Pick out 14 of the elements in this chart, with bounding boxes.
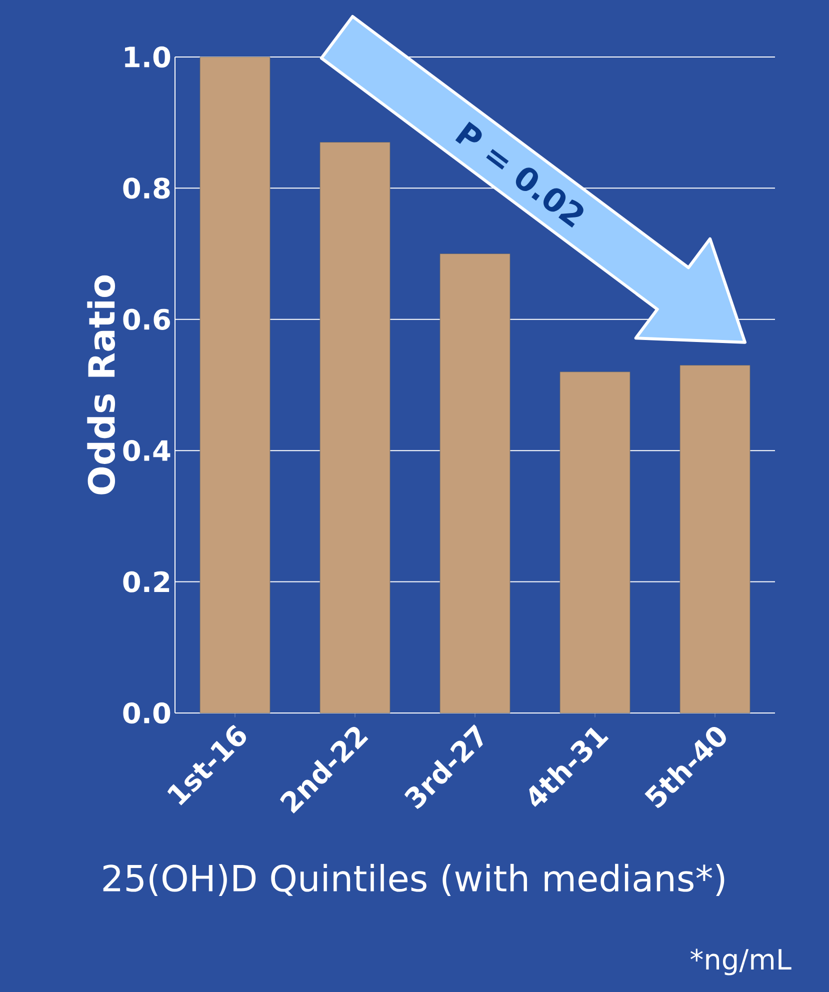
y-tick-label: 0.0 <box>123 702 170 724</box>
bar <box>200 56 270 714</box>
y-tick-label: 0.6 <box>123 308 170 330</box>
bar <box>560 372 630 714</box>
y-tick-label: 0.2 <box>123 571 170 592</box>
y-tick-label: 0.4 <box>123 440 170 462</box>
x-axis-title: 25(OH)D Quintiles (with medians*) <box>103 864 724 896</box>
y-tick-label: 1.0 <box>125 46 170 68</box>
bar <box>440 254 510 714</box>
y-tick-label: 0.8 <box>123 178 170 199</box>
y-axis-title: Odds Ratio <box>87 275 116 494</box>
bar <box>680 365 750 714</box>
bar <box>320 142 390 714</box>
text: *ng/mL <box>690 948 792 976</box>
